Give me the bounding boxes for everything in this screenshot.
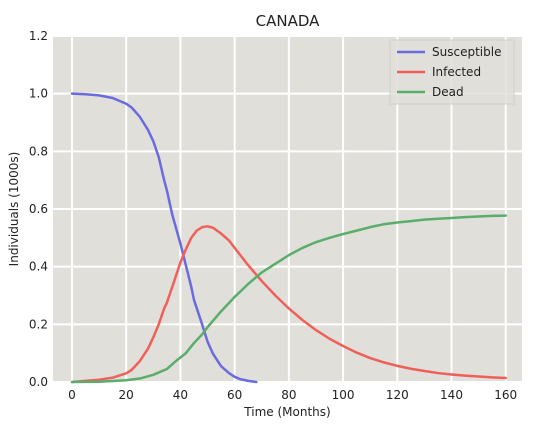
legend-label-susceptible: Susceptible xyxy=(432,45,501,59)
x-tick-label: 60 xyxy=(227,388,242,402)
y-tick-label: 0.4 xyxy=(29,260,48,274)
y-tick-label: 0.0 xyxy=(29,375,48,389)
x-axis-ticks: 0 20 40 60 80 100 120 140 160 xyxy=(68,388,517,402)
x-tick-label: 80 xyxy=(281,388,296,402)
y-axis-ticks: 0.0 0.2 0.4 0.6 0.8 1.0 1.2 xyxy=(29,29,48,389)
series-line-dead xyxy=(70,214,507,384)
x-tick-label: 100 xyxy=(332,388,355,402)
y-tick-label: 0.6 xyxy=(29,202,48,216)
y-tick-label: 1.0 xyxy=(29,87,48,101)
y-axis-label: Individuals (1000s) xyxy=(7,152,21,267)
x-tick-label: 120 xyxy=(386,388,409,402)
y-tick-label: 1.2 xyxy=(29,29,48,43)
x-tick-label: 40 xyxy=(173,388,188,402)
y-tick-label: 0.2 xyxy=(29,317,48,331)
x-tick-label: 20 xyxy=(119,388,134,402)
y-tick-label: 0.8 xyxy=(29,144,48,158)
x-tick-label: 0 xyxy=(68,388,76,402)
legend-label-dead: Dead xyxy=(432,85,464,99)
x-axis-label: Time (Months) xyxy=(243,405,330,419)
series-layer xyxy=(70,92,507,384)
legend: Susceptible Infected Dead xyxy=(389,39,515,105)
x-tick-label: 140 xyxy=(440,388,463,402)
series-line-susceptible xyxy=(70,92,258,384)
x-tick-label: 160 xyxy=(494,388,517,402)
series-line-infected xyxy=(70,225,507,384)
chart-title: CANADA xyxy=(256,12,321,30)
legend-label-infected: Infected xyxy=(432,65,481,79)
